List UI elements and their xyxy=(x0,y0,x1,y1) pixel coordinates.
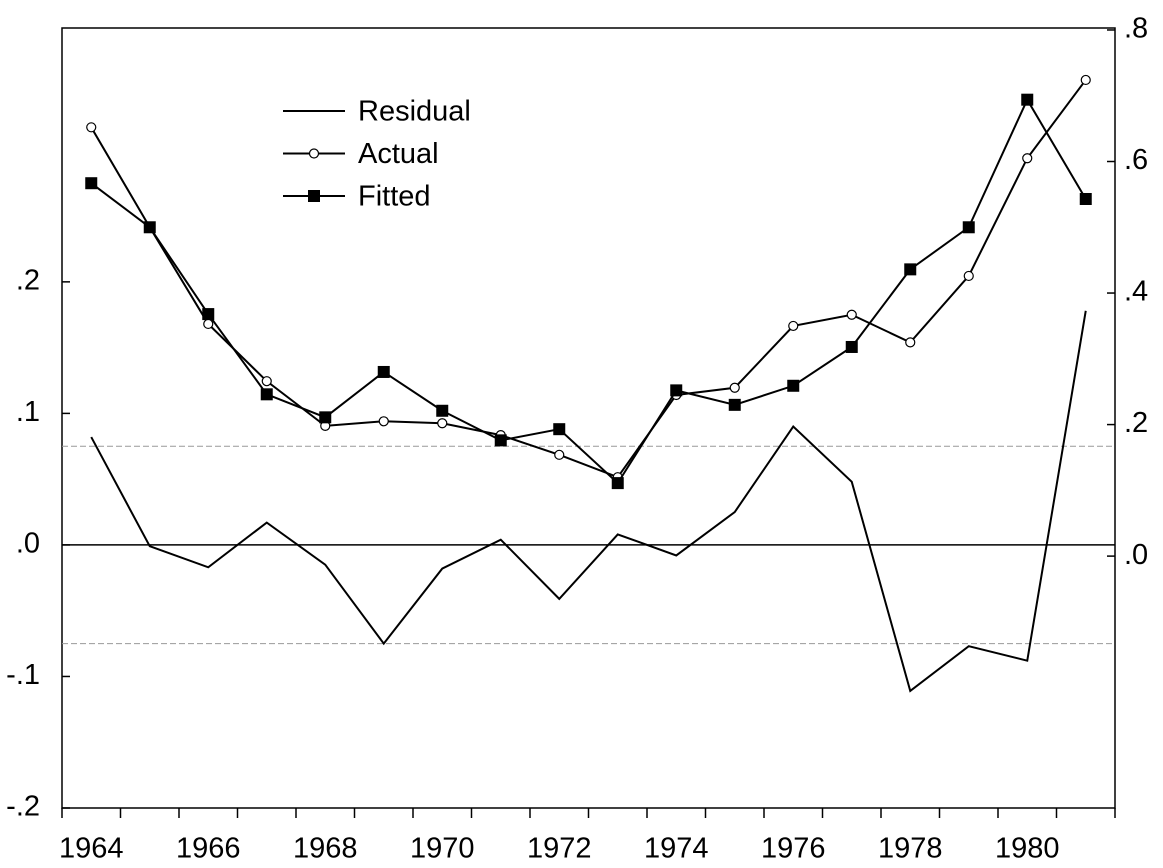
point-marker xyxy=(319,411,332,424)
y2-tick-label: .8 xyxy=(1124,13,1148,45)
plot-frame xyxy=(61,27,1116,809)
point-marker xyxy=(611,477,624,490)
series-line xyxy=(90,79,1087,479)
point-marker xyxy=(143,221,156,234)
x-tick-label: 1980 xyxy=(995,833,1060,865)
series-line xyxy=(90,310,1087,693)
point-marker xyxy=(308,148,320,159)
point-marker xyxy=(1022,153,1033,164)
point-marker xyxy=(377,365,390,378)
point-marker xyxy=(1079,192,1092,205)
point-marker xyxy=(494,434,507,447)
x-tick-label: 1968 xyxy=(293,833,358,865)
point-marker xyxy=(308,190,320,202)
point-marker xyxy=(553,423,566,436)
point-marker xyxy=(905,337,916,348)
y2-tick-label: .0 xyxy=(1124,539,1148,571)
x-tick-label: 1974 xyxy=(644,833,709,865)
y-tick-label: -.2 xyxy=(6,791,40,823)
point-marker xyxy=(1021,93,1034,106)
point-marker xyxy=(788,320,799,332)
point-marker xyxy=(260,388,273,401)
y2-tick-label: .6 xyxy=(1124,144,1148,176)
legend-label: Residual xyxy=(358,96,471,128)
point-marker xyxy=(670,384,683,397)
y2-tick-label: .2 xyxy=(1124,407,1148,439)
point-marker xyxy=(378,416,389,427)
point-marker xyxy=(728,398,741,411)
point-marker xyxy=(86,122,97,133)
series-line xyxy=(90,97,1087,485)
point-marker xyxy=(845,340,858,353)
point-marker xyxy=(437,418,448,429)
point-marker xyxy=(962,221,975,234)
x-tick-label: 1966 xyxy=(176,833,241,865)
legend-label: Actual xyxy=(358,138,439,170)
y-tick-label: .2 xyxy=(16,265,40,297)
x-tick-label: 1976 xyxy=(761,833,826,865)
point-marker xyxy=(787,379,800,392)
x-tick-label: 1972 xyxy=(527,833,592,865)
x-tick-label: 1964 xyxy=(59,833,124,865)
point-marker xyxy=(904,263,917,276)
point-marker xyxy=(261,376,272,387)
x-tick-label: 1970 xyxy=(410,833,475,865)
y-tick-label: .1 xyxy=(16,396,40,428)
point-marker xyxy=(963,270,974,282)
point-marker xyxy=(1080,74,1091,86)
point-marker xyxy=(203,318,214,330)
point-marker xyxy=(202,308,215,321)
point-marker xyxy=(436,404,449,417)
point-marker xyxy=(729,382,740,393)
y-tick-label: .0 xyxy=(16,528,40,560)
point-marker xyxy=(554,449,565,460)
x-tick-label: 1978 xyxy=(878,833,943,865)
point-marker xyxy=(846,309,857,320)
point-marker xyxy=(85,177,98,190)
y-tick-label: -.1 xyxy=(6,659,40,691)
y2-tick-label: .4 xyxy=(1124,276,1148,308)
legend-label: Fitted xyxy=(358,181,431,213)
